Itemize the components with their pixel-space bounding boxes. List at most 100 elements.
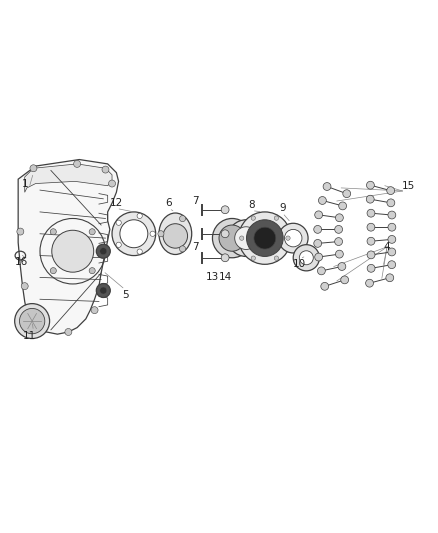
Circle shape [335, 238, 343, 246]
Circle shape [247, 220, 283, 256]
Text: 7: 7 [192, 242, 198, 252]
Circle shape [367, 264, 375, 272]
Circle shape [367, 237, 375, 245]
Circle shape [50, 229, 57, 235]
Circle shape [21, 282, 28, 289]
Circle shape [74, 160, 81, 167]
Text: 13: 13 [206, 272, 219, 282]
Circle shape [388, 223, 396, 231]
Circle shape [219, 225, 245, 251]
Circle shape [321, 282, 328, 290]
Circle shape [102, 166, 109, 173]
Circle shape [254, 227, 276, 249]
Circle shape [221, 206, 229, 214]
Polygon shape [18, 159, 119, 334]
Circle shape [299, 251, 313, 265]
Text: 11: 11 [22, 332, 36, 341]
Circle shape [386, 274, 394, 281]
Circle shape [30, 165, 37, 172]
Ellipse shape [159, 213, 192, 254]
Circle shape [17, 228, 24, 235]
Circle shape [367, 251, 375, 259]
Circle shape [274, 216, 279, 220]
Text: 6: 6 [166, 198, 172, 208]
Circle shape [323, 183, 331, 190]
Circle shape [100, 287, 107, 294]
Circle shape [120, 220, 148, 248]
Circle shape [116, 242, 121, 247]
Circle shape [314, 225, 321, 233]
Circle shape [109, 180, 116, 187]
Circle shape [65, 328, 72, 335]
Text: 5: 5 [122, 290, 128, 300]
Circle shape [367, 209, 375, 217]
Circle shape [221, 230, 229, 238]
Circle shape [158, 231, 164, 237]
Circle shape [52, 230, 94, 272]
Circle shape [314, 239, 321, 247]
Circle shape [19, 309, 45, 334]
Circle shape [318, 197, 326, 205]
Text: 7: 7 [192, 196, 198, 206]
Circle shape [137, 213, 142, 219]
Circle shape [251, 216, 255, 220]
Text: 12: 12 [110, 198, 123, 208]
Text: 4: 4 [384, 242, 390, 252]
Circle shape [274, 256, 279, 260]
Circle shape [50, 268, 57, 274]
Circle shape [338, 263, 346, 270]
Circle shape [180, 246, 186, 252]
Circle shape [387, 187, 395, 195]
Circle shape [315, 253, 322, 261]
Circle shape [286, 236, 290, 240]
Text: 15: 15 [402, 181, 416, 191]
Circle shape [89, 229, 95, 235]
Circle shape [89, 268, 95, 274]
Circle shape [367, 181, 374, 189]
Text: 14: 14 [219, 272, 232, 282]
Circle shape [366, 279, 374, 287]
Circle shape [388, 248, 396, 256]
Circle shape [239, 212, 291, 264]
Circle shape [367, 223, 375, 231]
Circle shape [112, 212, 155, 256]
Circle shape [279, 223, 308, 253]
Circle shape [388, 211, 396, 219]
Circle shape [228, 220, 265, 256]
Circle shape [163, 224, 187, 248]
Circle shape [387, 199, 395, 207]
Circle shape [315, 211, 322, 219]
Circle shape [336, 214, 343, 222]
Circle shape [96, 244, 110, 258]
Circle shape [212, 219, 252, 258]
Circle shape [293, 245, 319, 271]
Circle shape [366, 195, 374, 203]
Circle shape [137, 249, 142, 254]
Circle shape [388, 236, 396, 244]
Circle shape [96, 284, 110, 297]
Circle shape [251, 256, 255, 260]
Circle shape [221, 254, 229, 262]
Circle shape [318, 267, 325, 275]
Text: 9: 9 [279, 203, 286, 213]
Circle shape [240, 236, 244, 240]
Circle shape [235, 227, 258, 249]
Circle shape [388, 261, 396, 269]
Circle shape [14, 304, 49, 338]
Circle shape [341, 276, 349, 284]
Circle shape [91, 306, 98, 313]
Polygon shape [25, 164, 112, 192]
Circle shape [150, 231, 155, 236]
Text: 1: 1 [21, 179, 28, 189]
Circle shape [343, 190, 351, 198]
Circle shape [285, 229, 302, 247]
Circle shape [116, 220, 121, 225]
Circle shape [36, 324, 43, 331]
Circle shape [339, 202, 346, 210]
Text: 8: 8 [248, 200, 255, 211]
Text: 10: 10 [293, 260, 306, 269]
Circle shape [100, 248, 107, 255]
Circle shape [180, 215, 186, 222]
Circle shape [335, 225, 343, 233]
Circle shape [336, 250, 343, 258]
